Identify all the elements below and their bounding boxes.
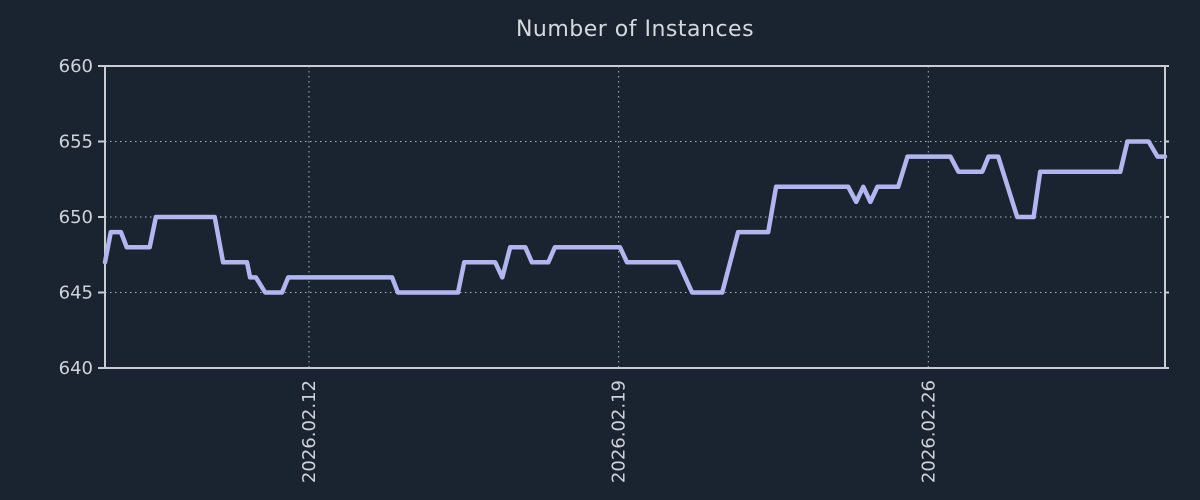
y-tick-label: 655	[59, 132, 93, 153]
y-tick-label: 645	[59, 283, 93, 304]
plot-border	[104, 65, 1166, 369]
x-tick-label: 2026.02.19	[609, 380, 630, 483]
data-line-instances	[102, 139, 1168, 295]
y-ticks-and-labels: 640 645 650 655 660	[59, 56, 1169, 379]
x-tick-label: 2026.02.26	[918, 380, 939, 483]
x-tick-label: 2026.02.12	[299, 380, 320, 483]
y-tick-label: 660	[59, 56, 93, 77]
y-grid	[105, 141, 1165, 293]
y-tick-label: 650	[59, 207, 93, 228]
x-grid-and-labels: 2026.02.12 2026.02.19 2026.02.26	[299, 66, 939, 483]
y-tick-label: 640	[59, 358, 93, 379]
chart-title: Number of Instances	[515, 17, 755, 42]
